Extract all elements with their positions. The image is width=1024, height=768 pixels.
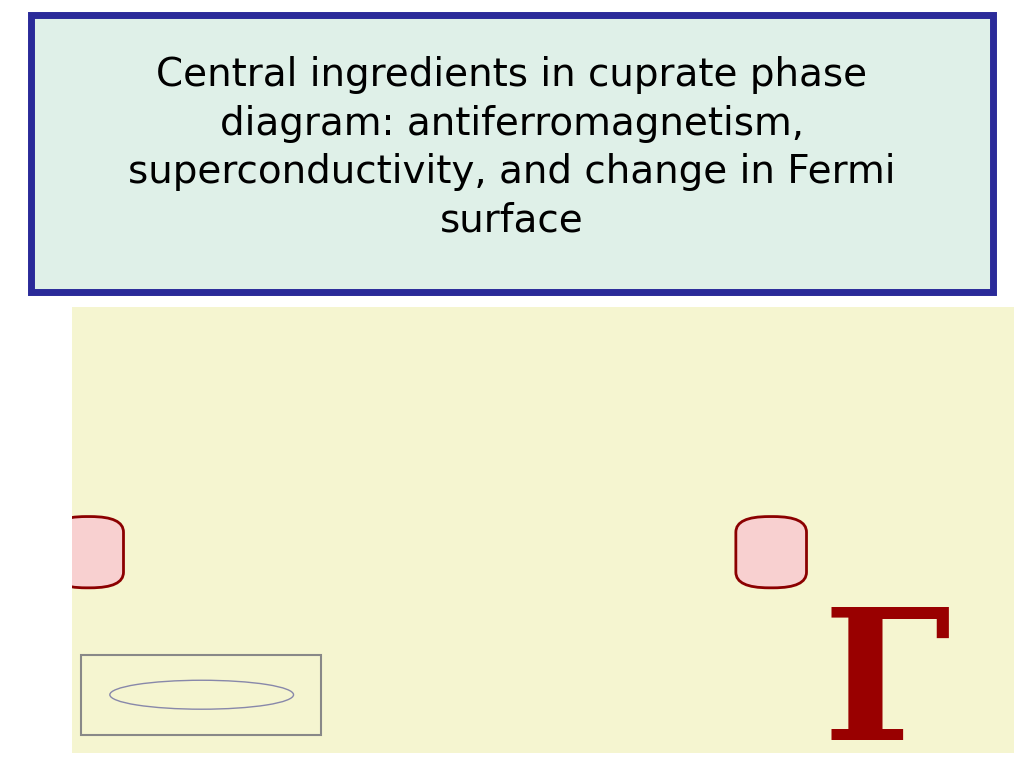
Text: Central ingredients in cuprate phase
diagram: antiferromagnetism,
superconductiv: Central ingredients in cuprate phase dia… xyxy=(128,56,896,240)
FancyBboxPatch shape xyxy=(736,517,807,588)
Bar xyxy=(81,654,322,735)
FancyBboxPatch shape xyxy=(31,15,993,292)
FancyBboxPatch shape xyxy=(53,517,124,588)
Text: Γ: Γ xyxy=(822,602,950,768)
